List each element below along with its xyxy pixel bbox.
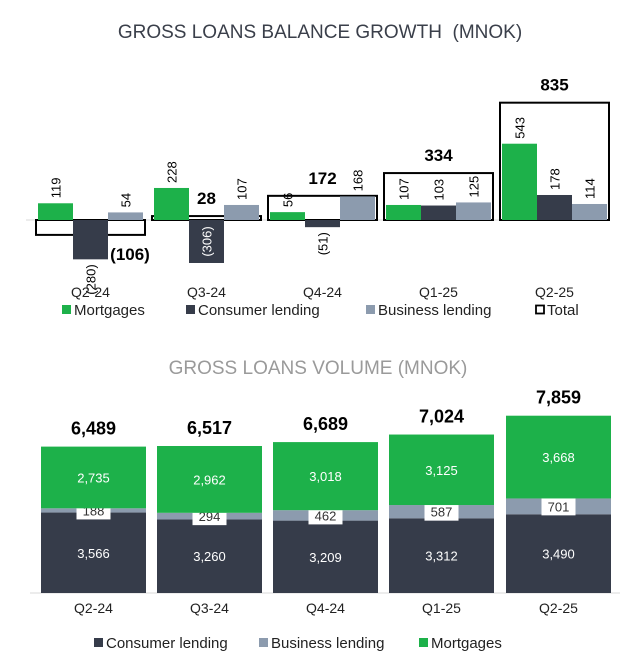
mortgages-bar [270,212,305,220]
mortgages-value-label: 119 [49,178,64,199]
legend-label-consumer-lending: Consumer lending [106,635,228,652]
legend-swatch-mortgages [419,638,428,647]
consumer-lending-segment [506,514,611,593]
business-lending-value-label: 294 [199,509,221,524]
consumer-lending-value-label: 103 [432,179,447,201]
mortgages-segment [506,415,611,499]
mortgages-value-label: 2,735 [77,470,110,485]
legend-label-total: Total [547,302,579,319]
consumer-lending-segment [157,519,262,593]
business-lending-value-label: 462 [315,508,337,523]
mortgages-value-label: 2,962 [193,472,226,487]
total-value-label: 7,024 [419,407,464,427]
consumer-lending-bar [421,205,456,220]
consumer-lending-value-label: (280) [84,264,99,294]
category-label: Q3-24 [187,284,226,300]
legend-swatch-consumer-lending [94,638,103,647]
business-lending-value-label: 125 [467,176,482,198]
volume-chart-title: GROSS LOANS VOLUME (MNOK) [169,358,468,379]
business-lending-value-label: 114 [583,178,598,199]
business-lending-bar [572,203,607,220]
business-lending-bar [340,196,375,220]
legend-label-mortgages: Mortgages [431,635,502,652]
total-value-label: 6,689 [303,414,348,434]
growth-chart: 119 (280) 54 (106) Q2-24 228 (306) 107 28 Q3-24 56… [26,76,610,300]
total-value-label: 172 [308,169,336,188]
legend-swatch-business-lending [366,305,375,314]
business-lending-value-label: 54 [119,193,134,207]
business-lending-bar [108,212,143,220]
business-lending-bar [456,202,491,220]
mortgages-value-label: 543 [513,117,528,139]
business-lending-value-label: 107 [235,178,250,200]
total-value-label: 334 [424,146,453,165]
legend-label-business-lending: Business lending [271,635,384,652]
legend-swatch-business-lending [259,638,268,647]
total-value-label: 6,489 [71,419,116,439]
category-label: Q1-25 [422,600,461,616]
volume-chart-legend: Consumer lending Business lending Mortgage… [94,635,502,652]
consumer-lending-value-label: 178 [548,168,563,190]
consumer-lending-value-label: 3,490 [542,547,575,562]
consumer-lending-bar [537,194,572,220]
business-lending-label-box [424,502,459,521]
consumer-lending-segment [273,520,378,593]
category-label: Q2-25 [539,600,578,616]
legend-swatch-mortgages [62,305,71,314]
category-label: Q4-24 [306,600,345,616]
total-value-label: 28 [197,189,216,208]
volume-chart: 3,5661882,7356,489Q2-243,2602942,9626,51… [30,388,620,616]
mortgages-bar [38,203,73,220]
legend-label-mortgages: Mortgages [74,302,145,319]
growth-chart-legend: Mortgages Consumer lending Business lendin… [62,302,579,319]
consumer-lending-value-label: 3,566 [77,546,110,561]
legend-swatch-total [535,304,545,315]
category-label: Q1-25 [419,284,458,300]
business-lending-value-label: 587 [431,505,453,520]
mortgages-value-label: 3,018 [309,469,342,484]
mortgages-bar [386,204,421,220]
category-label: Q2-25 [535,284,574,300]
total-value-label: 7,859 [536,388,581,408]
mortgages-segment [273,442,378,511]
mortgages-value-label: 107 [397,178,412,200]
mortgages-bar [502,143,537,220]
consumer-lending-bar [73,220,108,260]
business-lending-value-label: 168 [351,170,366,192]
total-value-label: 835 [540,76,568,95]
mortgages-value-label: 3,125 [425,463,458,478]
mortgages-bar [154,187,189,220]
business-lending-bar [224,204,259,220]
mortgages-value-label: 228 [165,161,180,183]
business-lending-label-box [541,497,576,516]
legend-swatch-consumer-lending [186,305,195,314]
consumer-lending-bar [305,220,340,228]
consumer-lending-bar [189,220,224,263]
consumer-lending-value-label: 3,312 [425,549,458,564]
consumer-lending-value-label: 3,209 [309,550,342,565]
business-lending-value-label: 701 [548,499,570,514]
category-label: Q4-24 [303,284,342,300]
mortgages-segment [157,445,262,513]
consumer-lending-segment [389,518,494,593]
consumer-lending-segment [41,512,146,593]
consumer-lending-value-label: (306) [200,226,215,256]
total-value-label: (106) [110,245,150,264]
mortgages-value-label: 3,668 [542,450,575,465]
category-label: Q3-24 [190,600,229,616]
total-value-label: 6,517 [187,418,232,438]
mortgages-value-label: 56 [281,193,296,207]
growth-chart-title: GROSS LOANS BALANCE GROWTH (MNOK) [118,22,522,43]
legend-label-consumer-lending: Consumer lending [198,302,320,319]
consumer-lending-value-label: 3,260 [193,549,226,564]
mortgages-segment [389,434,494,506]
legend-label-business-lending: Business lending [378,302,491,319]
business-lending-label-box [308,506,343,525]
consumer-lending-value-label: (51) [316,232,331,255]
category-label: Q2-24 [74,600,113,616]
category-label: Q2-24 [71,284,110,300]
mortgages-segment [41,446,146,509]
